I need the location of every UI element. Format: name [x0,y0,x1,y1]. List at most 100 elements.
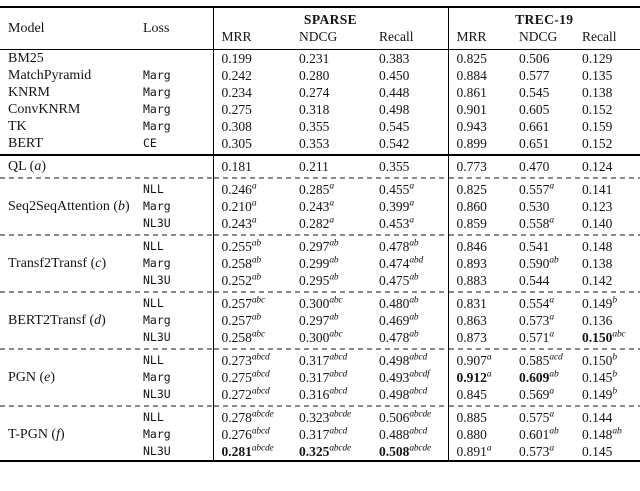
metric-cell: 0.530 [519,198,550,214]
metric-cell: 0.281abcde [212,442,291,461]
metric-cell: 0.571a [519,329,554,345]
loss-label: Marg [143,102,171,116]
dashed-divider [0,288,640,295]
metric-cell: 0.135 [582,68,613,83]
metric-cell: 0.470 [519,158,550,174]
loss-label [141,158,213,175]
metric-cell: 0.129 [582,51,613,66]
model-name: BM25 [8,51,44,66]
metric-cell: 0.893 [447,254,512,272]
metric-cell: 0.149b [582,295,617,311]
metric-cell: 0.474abd [379,255,424,271]
metric-cell: 0.148ab [582,426,622,442]
metric-cell: 0.258abc [212,328,291,346]
metric-cell: 0.272abcd [212,385,291,403]
column-header-model: Model [8,20,45,36]
metric-cell: 0.825 [447,180,512,198]
metric-cell: 0.557a [519,181,554,197]
metric-cell: 0.150b [582,352,617,368]
loss-label: NLL [143,409,164,424]
metric-cell: 0.545 [519,85,550,100]
metric-cell: 0.145 [582,443,613,459]
metric-cell: 0.282a [299,215,334,231]
model-name: Transf2Transf (c) [8,255,107,271]
metric-cell: 0.542 [379,136,410,151]
metric-cell: 0.257abc [212,294,291,312]
metric-cell: 0.123 [582,198,613,214]
table-header: Model Loss SPARSE TREC-19 MRR NDCG Recal… [0,7,640,50]
model-name: Seq2SeqAttention (b) [8,198,130,214]
table-row: BERT CE 0.305 0.353 0.542 0.899 0.651 0.152 [0,135,640,152]
metric-cell: 0.274 [299,85,330,100]
metric-cell: 0.831 [447,294,512,312]
model-name: TK [8,119,27,134]
loss-label: Marg [143,426,171,441]
metric-cell: 0.297ab [299,238,339,254]
metric-cell: 0.541 [519,238,550,254]
table-row: MatchPyramid Marg 0.242 0.280 0.450 0.884 0.57… [0,67,640,84]
column-group-trec19: TREC-19 [447,7,640,28]
metric-cell: 0.506 [519,51,550,66]
metric-cell: 0.475ab [379,272,419,288]
model-name: MatchPyramid [8,68,92,83]
metric-cell: 0.383 [379,51,410,66]
metric-cell: 0.469ab [379,312,419,328]
metric-cell: 0.573a [519,443,554,459]
loss-label: NL3U [143,272,171,287]
metric-cell: 0.148 [582,238,613,254]
metric-cell: 0.275abcd [212,368,291,386]
table-body: BM25 0.199 0.231 0.383 0.825 0.506 0.129 MatchP… [0,49,640,461]
metric-cell: 0.308 [212,118,291,135]
metric-cell: 0.891a [447,442,512,461]
metric-cell: 0.325abcde [299,443,352,459]
metric-cell: 0.880 [447,425,512,443]
model-name: KNRM [8,85,51,100]
metric-cell: 0.299ab [299,255,339,271]
model-name: ConvKNRM [8,102,81,117]
loss-label: CE [143,136,157,150]
metric-cell: 0.181 [212,157,291,175]
metric-cell: 0.280 [299,68,330,83]
column-header-loss: Loss [143,20,170,36]
metric-cell: 0.907a [447,351,512,369]
table-row: Transf2Transf (c) NLL 0.255ab 0.297ab 0.478a… [0,237,640,271]
table-row: NL3U 0.281abcde 0.325abcde 0.508abcde 0.891a… [0,442,640,461]
metric-cell: 0.355 [299,119,330,134]
table-row: Marg 0.276abcd 0.317abcd 0.488abcd 0.880 0.60… [0,425,640,443]
metric-cell: 0.353 [299,136,330,151]
metric-cell: 0.297ab [299,312,339,328]
metric-cell: 0.142 [582,272,613,288]
metric-cell: 0.455a [379,181,414,197]
loss-label: NL3U [143,329,171,344]
metric-cell: 0.141 [582,181,613,197]
metric-cell: 0.661 [519,119,550,134]
table-row: NL3U 0.243a 0.282a 0.453a 0.859 0.558a 0.140 [0,214,640,232]
metric-cell: 0.242 [212,67,291,84]
table-row: Marg 0.258ab 0.299ab 0.474abd 0.893 0.590ab 0.… [0,254,640,272]
metric-cell: 0.243a [212,214,291,232]
metric-cell: 0.124 [582,158,613,174]
metric-cell: 0.278abcde [212,408,291,426]
metric-cell: 0.498abcd [379,386,428,402]
metric-cell: 0.480ab [379,295,419,311]
metric-cell: 0.493abcdf [379,369,430,385]
loss-label: Marg [143,119,171,133]
table-row: TK Marg 0.308 0.355 0.545 0.943 0.661 0.159 [0,118,640,135]
model-name: PGN (e) [8,369,56,385]
metric-cell: 0.590ab [519,255,559,271]
metric-cell: 0.883 [447,271,512,289]
metric-cell: 0.609ab [519,369,559,385]
metric-cell: 0.506abcde [379,409,432,425]
table-row: NL3U 0.272abcd 0.316abcd 0.498abcd 0.845 0.56… [0,385,640,403]
metric-cell: 0.145b [582,369,617,385]
metric-cell: 0.231 [299,51,330,66]
metric-cell: 0.448 [379,85,410,100]
results-table: Model Loss SPARSE TREC-19 MRR NDCG Recal… [0,6,640,462]
dashed-divider [0,231,640,238]
metric-cell: 0.845 [447,385,512,403]
metric-cell: 0.323abcde [299,409,352,425]
column-header-trec-recall: Recall [582,29,617,44]
metric-cell: 0.573a [519,312,554,328]
metric-cell: 0.355 [379,158,410,174]
